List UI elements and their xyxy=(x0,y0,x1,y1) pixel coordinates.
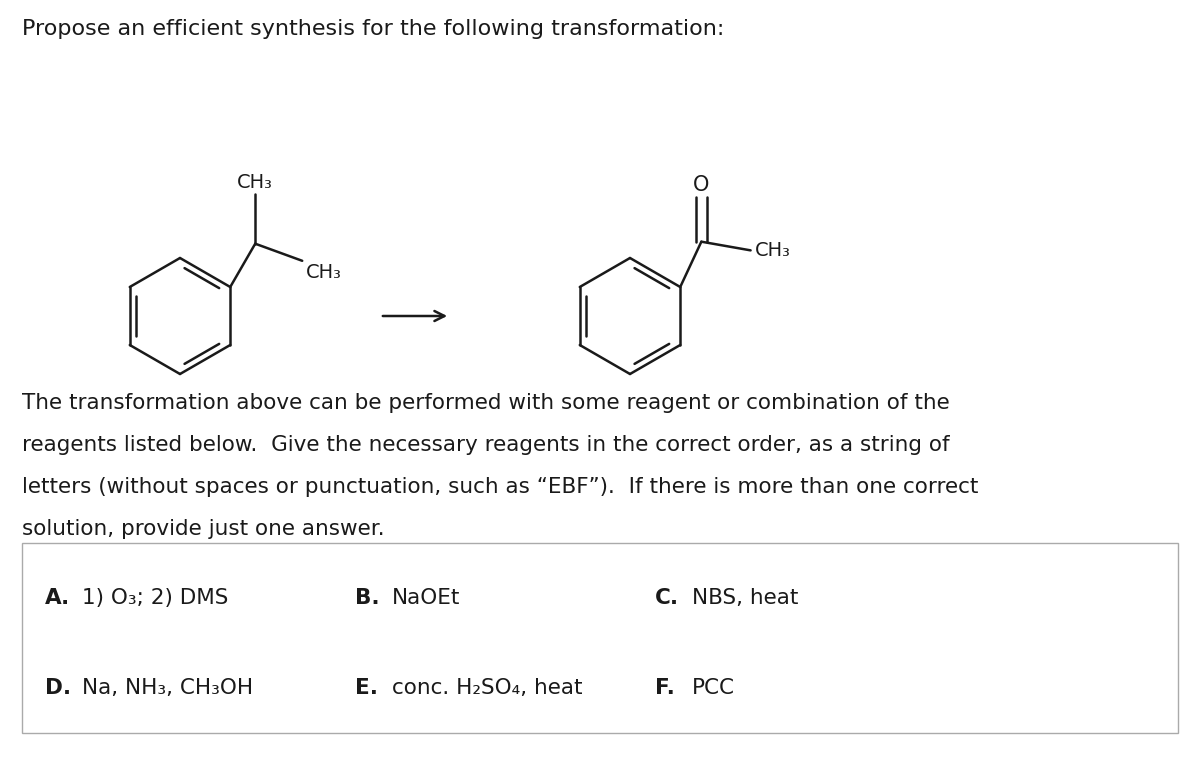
Text: Na, NH₃, CH₃OH: Na, NH₃, CH₃OH xyxy=(82,678,253,698)
Text: solution, provide just one answer.: solution, provide just one answer. xyxy=(22,519,385,539)
Text: CH₃: CH₃ xyxy=(306,263,342,282)
Text: F.: F. xyxy=(655,678,674,698)
Text: PCC: PCC xyxy=(692,678,734,698)
Text: 1) O₃; 2) DMS: 1) O₃; 2) DMS xyxy=(82,588,228,608)
Text: A.: A. xyxy=(46,588,71,608)
Text: D.: D. xyxy=(46,678,71,698)
Text: The transformation above can be performed with some reagent or combination of th: The transformation above can be performe… xyxy=(22,393,949,413)
Text: CH₃: CH₃ xyxy=(755,241,791,260)
Text: O: O xyxy=(694,175,709,195)
Text: Propose an efficient synthesis for the following transformation:: Propose an efficient synthesis for the f… xyxy=(22,19,725,39)
Text: NaOEt: NaOEt xyxy=(392,588,461,608)
Text: B.: B. xyxy=(355,588,379,608)
Text: conc. H₂SO₄, heat: conc. H₂SO₄, heat xyxy=(392,678,582,698)
FancyBboxPatch shape xyxy=(22,543,1178,733)
Text: reagents listed below.  Give the necessary reagents in the correct order, as a s: reagents listed below. Give the necessar… xyxy=(22,435,949,455)
Text: CH₃: CH₃ xyxy=(238,173,274,192)
Text: NBS, heat: NBS, heat xyxy=(692,588,798,608)
Text: E.: E. xyxy=(355,678,378,698)
Text: C.: C. xyxy=(655,588,679,608)
Text: letters (without spaces or punctuation, such as “EBF”).  If there is more than o: letters (without spaces or punctuation, … xyxy=(22,477,978,497)
